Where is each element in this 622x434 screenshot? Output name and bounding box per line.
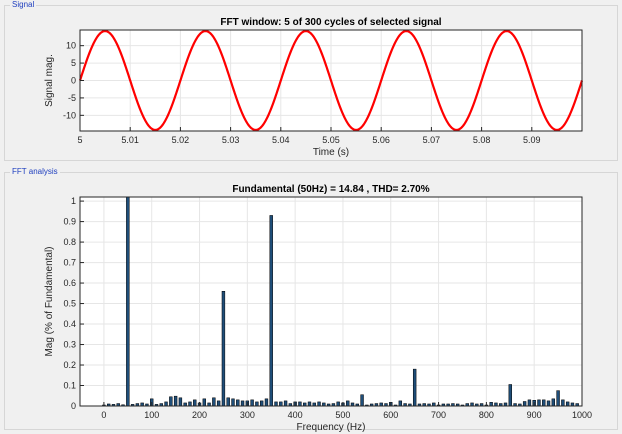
signal-xlabel: Time (s) — [313, 147, 349, 158]
fft-xtick-label: 400 — [288, 410, 303, 420]
fft-bar — [178, 397, 183, 407]
fft-bar — [216, 400, 221, 407]
fft-bar — [551, 398, 556, 407]
fft-bar — [274, 401, 278, 407]
signal-line — [78, 29, 584, 132]
signal-panel-label: Signal — [10, 0, 37, 10]
fft-bar — [556, 390, 560, 407]
fft-panel-label: FFT analysis — [10, 167, 60, 177]
fft-bar — [269, 215, 273, 407]
fft-bar — [336, 401, 340, 407]
signal-ytick-label: -10 — [63, 110, 76, 120]
fft-ytick-label: 0.4 — [63, 319, 76, 329]
signal-xtick-label: 5.09 — [523, 135, 541, 145]
fft-bar — [542, 399, 546, 407]
fft-xlabel: Frequency (Hz) — [297, 422, 366, 433]
fft-ytick-label: 0.7 — [63, 258, 76, 268]
signal-xtick-label: 5.01 — [121, 135, 139, 145]
fft-panel — [4, 172, 618, 430]
signal-ylabel: Signal mag. — [44, 54, 55, 107]
signal-title: FFT window: 5 of 300 cycles of selected … — [220, 17, 441, 28]
fft-bar — [346, 400, 350, 407]
signal-xtick-label: 5.08 — [473, 135, 491, 145]
fft-xtick-label: 600 — [383, 410, 398, 420]
fft-bar — [527, 399, 532, 407]
signal-panel — [4, 5, 618, 161]
fft-bar — [264, 398, 269, 407]
fft-ytick-label: 0.1 — [63, 381, 76, 391]
signal-xtick-label: 5.04 — [272, 135, 290, 145]
fft-ytick-label: 0.3 — [63, 340, 76, 350]
fft-title: Fundamental (50Hz) = 14.84 , THD= 2.70% — [232, 184, 429, 195]
fft-bar — [212, 397, 216, 407]
fft-bar — [126, 196, 130, 407]
fft-bar — [226, 397, 230, 407]
fft-ytick-label: 0 — [71, 401, 76, 411]
signal-xtick-label: 5 — [77, 135, 82, 145]
fft-bar — [398, 400, 403, 407]
fft-bar — [259, 400, 264, 407]
fft-bar — [412, 368, 417, 407]
fft-bar — [279, 401, 283, 407]
fft-ytick-label: 0.8 — [63, 237, 76, 247]
fft-xtick-label: 900 — [527, 410, 542, 420]
fft-bar — [546, 400, 551, 407]
fft-bar — [164, 401, 168, 407]
fft-bar — [565, 401, 570, 407]
fft-bar — [360, 394, 364, 407]
fft-xtick-label: 800 — [479, 410, 494, 420]
fft-bar — [236, 399, 240, 407]
signal-xtick-label: 5.07 — [423, 135, 441, 145]
fft-ytick-label: 1 — [71, 196, 76, 206]
signal-xtick-label: 5.03 — [222, 135, 240, 145]
fft-bar — [193, 399, 197, 407]
signal-xtick-label: 5.06 — [372, 135, 390, 145]
signal-ytick-label: -5 — [68, 93, 76, 103]
fft-bar — [231, 398, 235, 407]
signal-xtick-label: 5.02 — [172, 135, 190, 145]
fft-bar — [283, 400, 288, 407]
fft-ytick-label: 0.5 — [63, 299, 76, 309]
fft-bar — [298, 401, 302, 407]
fft-bar — [169, 396, 173, 407]
fft-xtick-label: 700 — [431, 410, 446, 420]
signal-ytick-label: 0 — [71, 76, 76, 86]
fft-bar — [255, 401, 259, 407]
fft-bar — [489, 402, 493, 407]
fft-ylabel: Mag (% of Fundamental) — [44, 246, 55, 356]
fft-bar — [537, 399, 541, 407]
fft-xtick-label: 300 — [240, 410, 255, 420]
signal-xtick-label: 5.05 — [322, 135, 340, 145]
fft-bar — [307, 401, 312, 407]
fft-axes-frame — [79, 196, 583, 407]
fft-bar — [240, 400, 245, 407]
fft-xtick-label: 0 — [101, 410, 106, 420]
fft-bar — [188, 401, 192, 407]
fft-bar — [561, 399, 565, 407]
fft-bar — [508, 384, 512, 407]
signal-ytick-label: 10 — [66, 41, 76, 51]
fft-bar — [522, 401, 527, 407]
fft-bar — [317, 401, 321, 407]
fft-ytick-label: 0.2 — [63, 360, 76, 370]
fft-xtick-label: 100 — [144, 410, 159, 420]
fft-xtick-label: 200 — [192, 410, 207, 420]
fft-axes-background — [80, 197, 582, 406]
fft-bar — [250, 399, 254, 407]
fft-xtick-label: 1000 — [572, 410, 592, 420]
fft-ytick-label: 0.6 — [63, 278, 76, 288]
fft-bar — [202, 398, 206, 407]
fft-bar — [221, 291, 226, 407]
fft-xtick-label: 500 — [335, 410, 350, 420]
fft-ytick-label: 0.9 — [63, 217, 76, 227]
fft-bar — [173, 395, 178, 407]
signal-ytick-label: 5 — [71, 58, 76, 68]
